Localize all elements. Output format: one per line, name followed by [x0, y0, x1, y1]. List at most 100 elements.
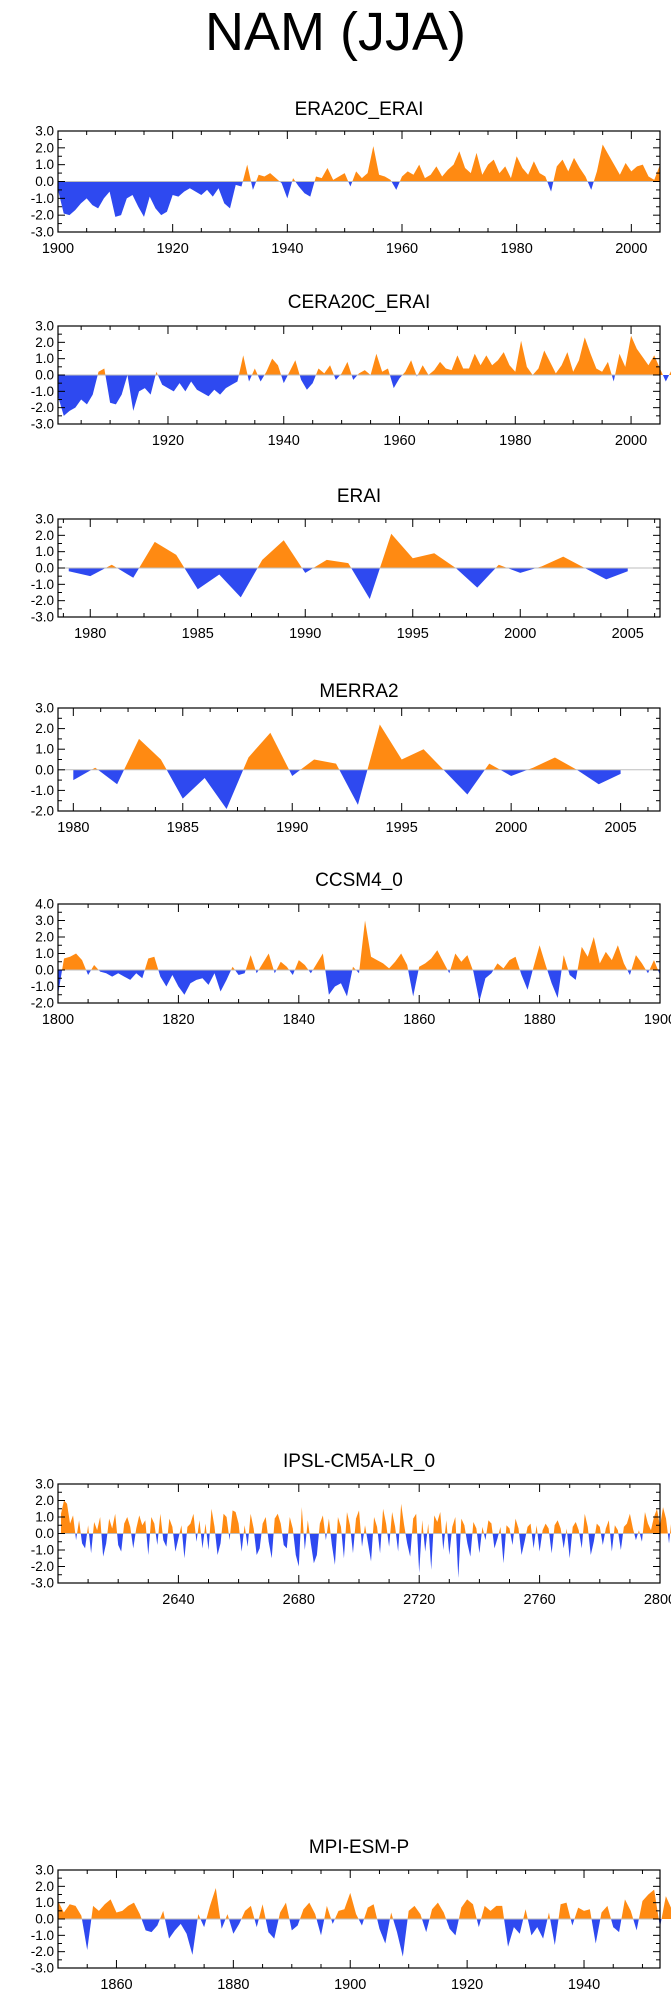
positive-anomaly-area	[399, 1503, 406, 1534]
positive-anomaly-area	[513, 1518, 520, 1534]
y-tick-label: 1.0	[35, 742, 54, 757]
y-tick-label: -1.0	[31, 191, 54, 206]
negative-anomaly-area	[455, 568, 496, 588]
chart-title: MERRA2	[319, 681, 398, 702]
positive-anomaly-area	[613, 1525, 619, 1534]
positive-anomaly-area	[583, 1513, 589, 1534]
negative-anomaly-area	[351, 375, 358, 380]
y-tick-label: 1.0	[35, 1895, 54, 1910]
positive-anomaly-area	[314, 168, 349, 182]
negative-anomaly-area	[333, 375, 341, 380]
positive-anomaly-area	[460, 1518, 466, 1534]
x-tick-label: 1920	[451, 1977, 483, 1993]
x-tick-label: 2640	[162, 1592, 194, 1608]
negative-anomaly-area	[255, 970, 259, 974]
positive-anomaly-area	[621, 1899, 634, 1919]
positive-anomaly-area	[135, 1515, 147, 1534]
negative-anomaly-area	[350, 1533, 355, 1554]
negative-anomaly-area	[428, 1533, 434, 1570]
x-tick-label: 1900	[334, 1977, 366, 1993]
negative-anomaly-area	[68, 568, 106, 577]
negative-anomaly-area	[200, 1919, 207, 1928]
positive-anomaly-area	[257, 540, 303, 568]
positive-anomaly-area	[324, 1905, 332, 1919]
positive-anomaly-area	[523, 1909, 528, 1919]
negative-anomaly-area	[245, 1533, 249, 1547]
y-tick-label: 0.0	[35, 963, 54, 978]
x-tick-label: 1980	[501, 241, 533, 257]
negative-anomaly-area	[289, 1919, 300, 1931]
y-tick-label: 2.0	[35, 930, 54, 945]
y-tick-label: -1.0	[31, 384, 54, 399]
x-tick-label: 2000	[495, 820, 527, 836]
y-tick-label: 0.0	[35, 561, 54, 576]
negative-anomaly-area	[387, 1533, 391, 1547]
negative-anomaly-area	[309, 1533, 319, 1564]
y-tick-label: -3.0	[31, 1576, 54, 1591]
positive-anomaly-area	[294, 960, 309, 970]
chart-title: ERA20C_ERAI	[295, 99, 424, 120]
positive-anomaly-area	[312, 953, 326, 970]
negative-anomaly-area	[303, 1533, 307, 1550]
positive-anomaly-area	[553, 1520, 562, 1534]
negative-anomaly-area	[182, 1533, 187, 1559]
negative-anomaly-area	[86, 970, 92, 975]
x-tick-label: 1960	[386, 241, 418, 257]
positive-anomaly-area	[574, 1907, 592, 1919]
y-tick-label: 1.0	[35, 351, 54, 366]
negative-anomaly-area	[366, 1533, 373, 1562]
negative-anomaly-area	[567, 1533, 573, 1559]
negative-anomaly-area	[610, 1533, 614, 1552]
y-tick-label: 1.0	[35, 157, 54, 172]
positive-anomaly-area	[399, 151, 548, 182]
negative-anomaly-area	[157, 375, 239, 397]
negative-anomaly-area	[195, 1533, 198, 1542]
negative-anomaly-area	[155, 1533, 159, 1546]
positive-anomaly-area	[565, 1528, 568, 1534]
y-tick-label: 3.0	[35, 913, 54, 928]
positive-anomaly-area	[389, 1912, 394, 1919]
positive-anomaly-area	[593, 144, 660, 182]
plot-frame	[57, 903, 661, 1004]
positive-anomaly-area	[243, 1525, 246, 1534]
y-tick-label: 4.0	[35, 897, 54, 912]
negative-anomaly-area	[492, 1533, 499, 1549]
y-tick-label: -2.0	[31, 1944, 54, 1959]
positive-anomaly-area	[167, 1518, 174, 1534]
negative-anomaly-area	[58, 375, 98, 416]
y-tick-label: 3.0	[35, 701, 54, 716]
negative-anomaly-area	[295, 181, 315, 197]
y-tick-label: -2.0	[31, 996, 54, 1011]
x-tick-label: 1980	[499, 433, 531, 449]
positive-anomaly-area	[505, 1525, 511, 1534]
negative-anomaly-area	[579, 1533, 584, 1549]
positive-anomaly-area	[87, 1525, 89, 1534]
negative-anomaly-area	[568, 970, 578, 980]
positive-anomaly-area	[306, 1520, 310, 1534]
y-tick-label: -2.0	[31, 208, 54, 223]
negative-anomaly-area	[483, 1533, 487, 1541]
positive-anomaly-area	[256, 173, 280, 182]
positive-anomaly-area	[315, 365, 334, 375]
negative-anomaly-area	[247, 375, 252, 382]
x-tick-label: 1860	[100, 1977, 132, 1993]
x-tick-label: 2005	[604, 820, 636, 836]
negative-anomaly-area	[627, 970, 632, 975]
negative-anomaly-area	[200, 1533, 205, 1549]
positive-anomaly-area	[638, 1889, 659, 1919]
x-tick-label: 1990	[289, 626, 321, 642]
positive-anomaly-area	[159, 1910, 165, 1919]
y-tick-label: -2.0	[31, 804, 54, 819]
y-tick-label: -3.0	[31, 417, 54, 432]
y-tick-label: 2.0	[35, 335, 54, 350]
negative-anomaly-area	[547, 970, 562, 999]
y-tick-label: -2.0	[31, 593, 54, 608]
negative-anomaly-area	[282, 1533, 289, 1549]
x-tick-label: 1940	[271, 241, 303, 257]
negative-anomaly-area	[519, 1533, 527, 1555]
negative-anomaly-area	[81, 1919, 92, 1951]
positive-anomaly-area	[241, 1905, 255, 1919]
page-title: NAM (JJA)	[205, 2, 466, 62]
negative-anomaly-area	[173, 1533, 180, 1552]
negative-anomaly-area	[281, 375, 288, 384]
